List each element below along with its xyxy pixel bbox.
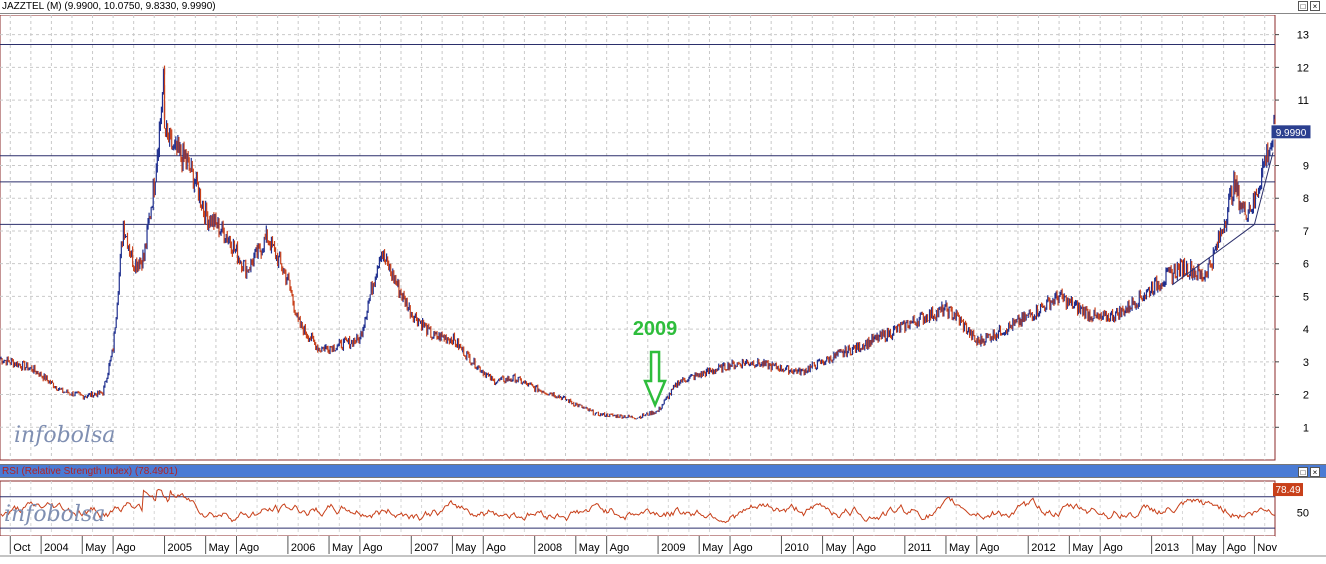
main-chart-title-text: JAZZTEL (M) (9.9900, 10.0750, 9.8330, 9.… — [2, 1, 216, 12]
maximize-button[interactable]: □ — [1298, 1, 1308, 11]
x-tick-label: Ago — [363, 542, 383, 554]
rsi-chart-title-text: RSI (Relative Strength Index) (78.4901) — [2, 466, 178, 477]
last-rsi-label: 78.49 — [1275, 485, 1300, 496]
x-tick-label: 2009 — [661, 542, 685, 554]
x-tick-label: Ago — [1227, 542, 1247, 554]
x-tick-label: Oct — [13, 542, 30, 554]
price-ytick-label: 4 — [1303, 324, 1309, 336]
price-plot-area — [0, 15, 1276, 461]
rsi-maximize-button[interactable]: □ — [1298, 467, 1308, 477]
x-tick-label: Ago — [733, 542, 753, 554]
price-ytick-label: 6 — [1303, 259, 1309, 271]
price-ytick-label: 3 — [1303, 357, 1309, 369]
main-window-buttons: □ × — [1298, 1, 1320, 11]
x-tick-label: 2011 — [908, 542, 932, 554]
main-chart-title: JAZZTEL (M) (9.9900, 10.0750, 9.8330, 9.… — [0, 0, 1326, 14]
x-axis-strip — [0, 536, 1275, 556]
price-ytick-label: 1 — [1303, 422, 1309, 434]
x-tick-label: 2004 — [44, 542, 68, 554]
x-tick-label: 2013 — [1155, 542, 1179, 554]
x-tick-label: 2008 — [538, 542, 562, 554]
x-tick-label: May — [455, 542, 476, 554]
last-price-label: 9.9990 — [1276, 128, 1307, 139]
x-tick-label: Ago — [980, 542, 1000, 554]
price-ytick-label: 7 — [1303, 226, 1309, 238]
close-button[interactable]: × — [1310, 1, 1320, 11]
price-trend-line — [1171, 224, 1255, 286]
x-tick-label: Ago — [486, 542, 506, 554]
x-tick-label: May — [579, 542, 600, 554]
price-down-bars — [1, 65, 1276, 420]
x-tick-label: Ago — [1103, 542, 1123, 554]
watermark-main: infobolsa — [14, 423, 115, 448]
price-ytick-label: 5 — [1303, 291, 1309, 303]
annotation-2009: 2009 — [633, 318, 678, 340]
x-tick-label: 2012 — [1031, 542, 1055, 554]
rsi-close-button[interactable]: × — [1310, 467, 1320, 477]
rsi-chart-title: RSI (Relative Strength Index) (78.4901) — [0, 464, 1326, 478]
price-ytick-label: 11 — [1298, 95, 1309, 107]
x-tick-label: 2005 — [168, 542, 192, 554]
price-ytick-label: 9 — [1303, 161, 1309, 173]
x-tick-label: 2010 — [784, 542, 808, 554]
x-tick-label: May — [332, 542, 353, 554]
x-tick-label: May — [85, 542, 106, 554]
x-tick-label: Ago — [856, 542, 876, 554]
x-tick-label: May — [209, 542, 230, 554]
x-tick-label: May — [1072, 542, 1093, 554]
price-ytick-label: 12 — [1297, 62, 1309, 74]
x-tick-label: 2007 — [414, 542, 438, 554]
price-ytick-label: 13 — [1297, 30, 1309, 42]
rsi-ytick-label: 50 — [1297, 507, 1309, 519]
x-tick-label: 2006 — [291, 542, 315, 554]
price-ytick-label: 8 — [1303, 193, 1309, 205]
rsi-window-buttons: □ × — [1298, 467, 1320, 477]
last-rsi-box — [1273, 483, 1303, 497]
price-trend-line-2 — [1253, 152, 1274, 225]
rsi-line — [0, 488, 1275, 524]
x-tick-label: Ago — [610, 542, 630, 554]
x-tick-label: Ago — [116, 542, 136, 554]
x-tick-label: May — [826, 542, 847, 554]
x-tick-label: May — [1196, 542, 1217, 554]
x-tick-label: Nov — [1257, 542, 1277, 554]
annotation-arrow-icon — [643, 350, 667, 409]
x-tick-label: Ago — [239, 542, 259, 554]
price-ytick-label: 2 — [1303, 390, 1309, 402]
x-tick-label: May — [949, 542, 970, 554]
x-tick-label: May — [702, 542, 723, 554]
last-price-box — [1270, 124, 1312, 140]
rsi-chart: 50 78.49 infobolsa Oct 2004 May Ago 2005 May Ago 2… — [0, 480, 1326, 557]
watermark-rsi: infobolsa — [4, 502, 105, 527]
